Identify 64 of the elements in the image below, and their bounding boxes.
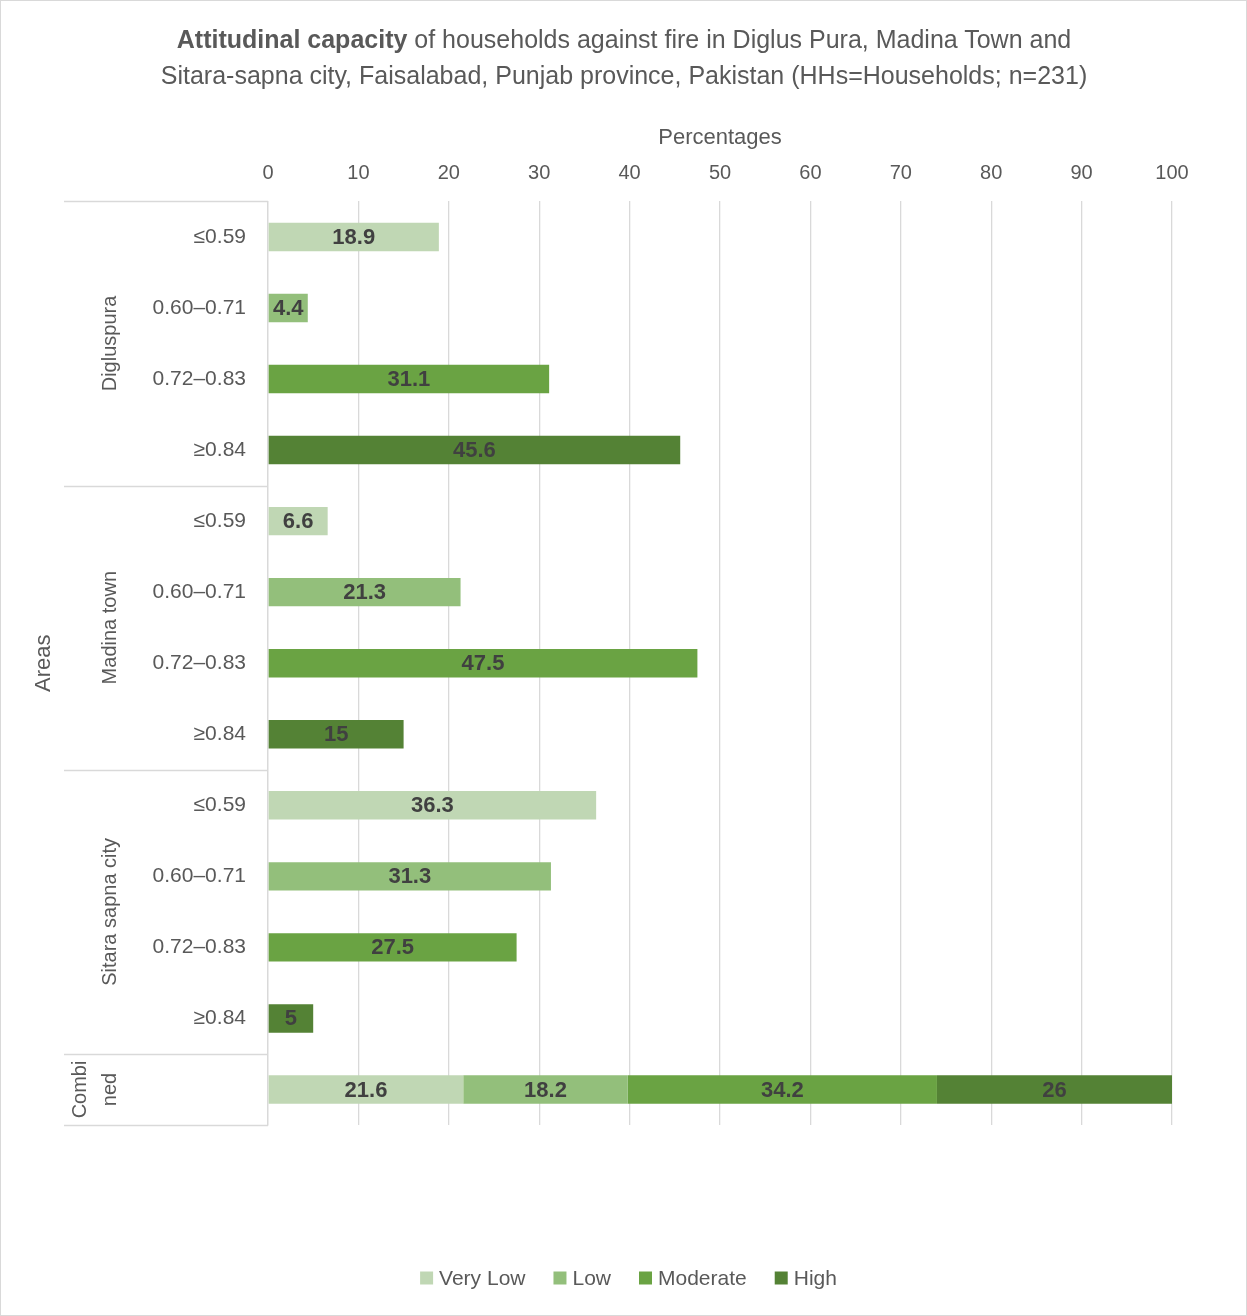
x-tick-label: 40 [618,160,641,183]
x-tick-label: 70 [889,160,912,183]
y-tick-label: 0.60–0.71 [152,578,246,602]
x-tick-label: 100 [1155,160,1189,183]
bar [268,933,517,962]
bar [268,1004,314,1033]
bar [268,222,439,252]
x-tick-label: 20 [437,160,460,183]
text: Digluspura [97,294,120,392]
bar [268,364,550,394]
x-tick-label: 50 [708,160,732,183]
legend-label: High [793,1265,837,1289]
data-label: 31.3 [388,863,432,889]
y-tick-label: ≤0.59 [193,792,246,816]
text: Sitara sapna city [97,837,120,986]
bar [463,1075,628,1104]
y-axis-title: Areas [30,634,56,692]
data-label: 18.2 [524,1076,567,1102]
data-label: 6.6 [282,508,314,534]
bar [268,862,551,891]
bar [268,648,698,678]
bar [268,435,681,465]
data-label: 26 [1042,1076,1067,1102]
data-label: 15 [323,721,349,747]
data-label: 36.3 [410,792,454,818]
bar [268,1075,464,1104]
bar [936,1075,1172,1104]
y-tick-label: 0.72–0.83 [152,934,246,958]
x-tick-label: 30 [528,160,551,183]
text: Combined [67,1060,120,1119]
x-tick-label: 0 [262,160,274,183]
legend-label: Very Low [439,1265,527,1289]
data-label: 45.6 [453,437,496,463]
data-label: 21.3 [343,579,387,605]
data-label: 34.2 [760,1076,804,1102]
text: Madina town [97,570,120,685]
data-label: 31.1 [387,366,431,392]
x-tick-label: 10 [347,160,370,183]
y-tick-label: 0.60–0.71 [152,294,246,318]
y-tick-label: ≥0.84 [193,721,247,745]
legend-label: Moderate [658,1265,747,1289]
data-label: 4.4 [272,295,305,321]
bar [268,577,461,607]
y-tick-label: ≤0.59 [193,507,246,531]
x-tick-label: 60 [799,160,822,183]
data-label: 27.5 [371,934,415,960]
y-tick-label: ≥0.84 [193,436,247,460]
y-tick-label: ≥0.84 [193,1005,247,1029]
x-tick-label: 80 [980,160,1003,183]
bar [268,720,404,749]
y-tick-label: 0.72–0.83 [152,365,246,389]
legend-label: Low [572,1265,612,1289]
data-label: 18.9 [332,223,376,249]
chart-title: Attitudinal capacity of households against fire in Diglus Pura, Madina Town and Sitara-sapna city, Faisalabad, Punjab province, Pakistan (HHs=Households; n=231) [159,24,1089,91]
x-axis-title: Percentages [658,124,782,150]
y-tick-label: 0.60–0.71 [152,863,246,887]
data-label: 5 [284,1005,298,1031]
data-label: 47.5 [461,650,505,676]
bar [268,791,597,820]
y-tick-label: ≤0.59 [193,223,246,247]
y-tick-label: 0.72–0.83 [152,650,246,673]
data-label: 21.6 [344,1076,388,1102]
x-tick-label: 90 [1070,160,1093,183]
bar [627,1075,937,1104]
